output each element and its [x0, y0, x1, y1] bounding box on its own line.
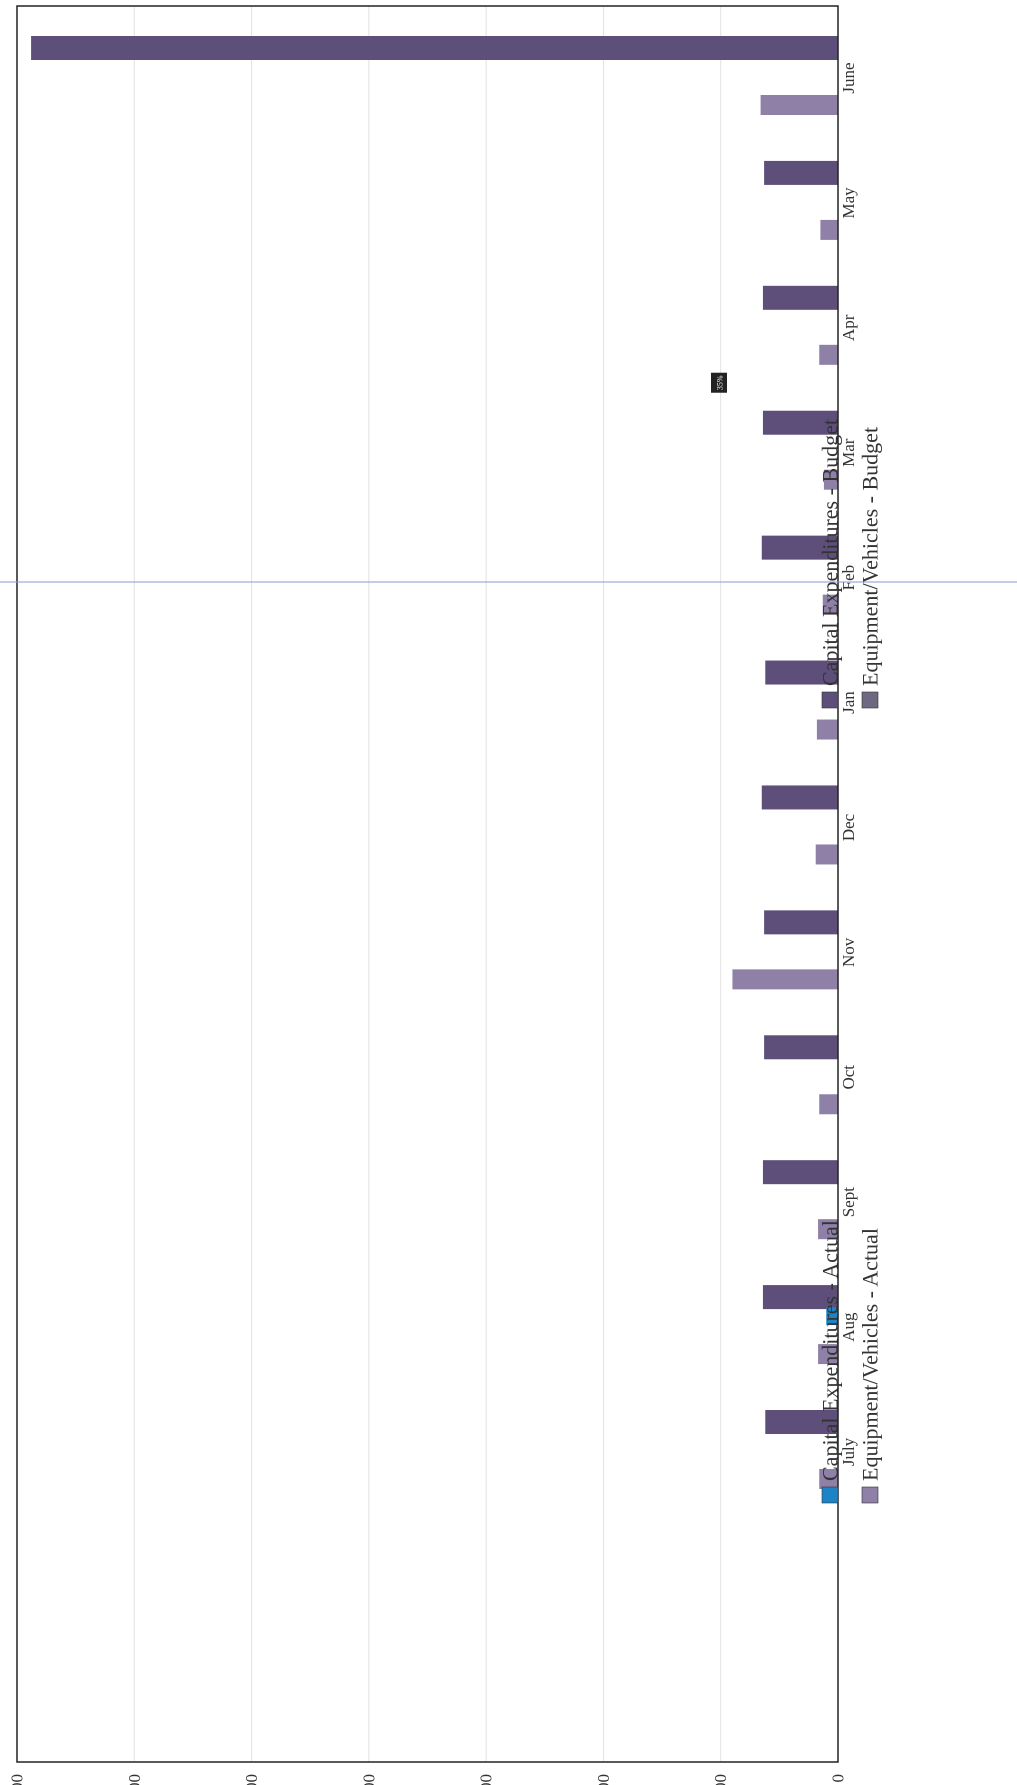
- category-label: July: [839, 1437, 858, 1466]
- legend-item-equipment-vehicles-budget: Equipment/Vehicles - Budget: [858, 427, 883, 709]
- bar-capital-expenditures-actual: [826, 1307, 838, 1326]
- bar-equipment-vehicles-actual: [818, 1219, 838, 1240]
- value-tick-label: 1,500,000: [477, 1774, 496, 1785]
- bar-equipment-vehicles-actual: [820, 219, 838, 240]
- bar-equipment-vehicles-actual: [760, 95, 838, 115]
- bar-capital-expenditures-budget: [764, 910, 838, 935]
- value-tick-label: 1,000,000: [594, 1774, 613, 1785]
- annotation-box: [711, 372, 727, 393]
- grid-lines: [133, 6, 722, 1762]
- value-tick-label: 500,000: [711, 1774, 730, 1785]
- legend-item-capital-expenditures-budget: Capital Expenditures - Budget: [818, 419, 843, 709]
- bar-capital-expenditures-budget: [31, 36, 839, 60]
- bar-capital-expenditures-budget: [762, 1160, 838, 1185]
- bar-equipment-vehicles-actual: [819, 344, 838, 365]
- category-label: Oct: [839, 1065, 858, 1090]
- category-label: Nov: [839, 937, 858, 967]
- category-label: Mar: [839, 438, 858, 467]
- category-label: Apr: [839, 314, 858, 341]
- bar-equipment-vehicles-actual: [818, 1344, 838, 1365]
- bar-capital-expenditures-budget: [764, 1035, 838, 1060]
- bar-equipment-vehicles-actual: [823, 469, 838, 490]
- legend-label: Equipment/Vehicles - Budget: [858, 427, 883, 686]
- legend-swatch: [821, 691, 839, 709]
- legend-item-capital-expenditures-actual: Capital Expenditures - Actual: [818, 1220, 843, 1504]
- category-label: Sept: [839, 1187, 858, 1218]
- legend-item-equipment-vehicles-actual: Equipment/Vehicles - Actual: [858, 1228, 883, 1504]
- legend-swatch: [821, 1486, 839, 1504]
- bar-capital-expenditures-budget: [765, 660, 838, 685]
- bar-capital-expenditures-budget: [761, 785, 838, 810]
- bar-capital-expenditures-budget: [762, 1285, 838, 1310]
- value-tick-label: 3,500,000: [8, 1774, 27, 1785]
- bar-equipment-vehicles-actual: [822, 594, 838, 615]
- bars: [31, 36, 839, 1489]
- category-label: Aug: [839, 1312, 858, 1342]
- legend-label: Capital Expenditures - Budget: [818, 419, 843, 686]
- value-tick-label: 3,000,000: [125, 1774, 144, 1785]
- plot-frame: [16, 5, 839, 1763]
- bar-capital-expenditures-budget: [764, 160, 838, 185]
- legend-label: Equipment/Vehicles - Actual: [858, 1228, 883, 1481]
- bar-equipment-vehicles-actual: [732, 969, 838, 990]
- category-label: June: [839, 62, 858, 93]
- value-tick-label: 2,500,000: [242, 1774, 261, 1785]
- bar-equipment-vehicles-actual: [819, 1469, 838, 1489]
- legend-swatch: [861, 1486, 879, 1504]
- value-tick-labels: 0 500,000 1,000,000 1,500,000 2,000,000 2,500…: [8, 1774, 848, 1785]
- bar-equipment-vehicles-actual: [819, 1094, 838, 1115]
- category-label: Jan: [839, 691, 858, 714]
- bar-capital-expenditures-budget: [762, 285, 838, 310]
- legend-swatch: [861, 691, 879, 709]
- category-label: Dec: [839, 813, 858, 841]
- category-label: May: [839, 187, 858, 219]
- value-tick-label: 0: [829, 1774, 848, 1783]
- bar-capital-expenditures-budget: [762, 410, 838, 435]
- bar-capital-expenditures-budget: [761, 535, 838, 560]
- legend: Capital Expenditures - Budget Capital Exp…: [818, 419, 883, 1504]
- bar-equipment-vehicles-actual: [815, 844, 838, 865]
- bar-equipment-vehicles-actual: [816, 719, 838, 740]
- annotations: 35%: [711, 372, 727, 393]
- legend-label: Capital Expenditures - Actual: [818, 1220, 843, 1481]
- category-labels: July Aug Sept Oct Nov Dec Jan Feb Mar Apr May June: [839, 62, 858, 1466]
- category-label: Feb: [839, 565, 858, 591]
- bar-capital-expenditures-budget: [765, 1410, 838, 1434]
- annotation-label: 35%: [716, 375, 725, 390]
- value-tick-label: 2,000,000: [359, 1774, 378, 1785]
